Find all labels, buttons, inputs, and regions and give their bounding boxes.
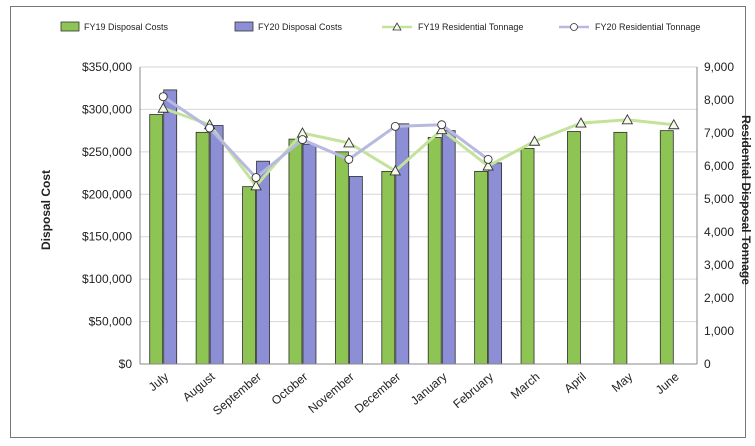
legend-label-fy20-disposal-costs: FY20 Disposal Costs [258,22,343,32]
y2-tick-label: 3,000 [704,258,734,272]
point-fy19-residential-tonnage [157,102,169,113]
legend: FY19 Disposal Costs FY20 Disposal Costs FY… [60,21,700,32]
y-tick-label: $300,000 [82,102,132,116]
point-fy19-residential-tonnage [528,135,541,146]
point-fy20-residential-tonnage [390,121,400,131]
x-tick-label: September [210,370,264,418]
y-axis-title: Disposal Cost [39,170,53,250]
bar-fy19-disposal-costs [381,170,396,365]
point-fy20-residential-tonnage [437,120,447,130]
bar-fy20-disposal-costs [441,130,456,365]
x-tick-label: February [450,370,496,412]
bar-fy19-disposal-costs [659,130,674,365]
x-tick-label: January [408,370,450,408]
gridlines [140,66,697,323]
bar-fy20-disposal-costs [256,160,270,365]
x-tick-label: November [305,370,356,416]
line-fy20-residential-tonnage [162,95,490,180]
y-tick-label: $150,000 [82,230,132,244]
bar-fy19-disposal-costs [427,137,442,365]
bar-fy20-disposal-costs [302,143,317,365]
y2-axis-title: Residential Disposal Tonnage [739,115,753,285]
x-tick-label: August [180,369,218,404]
y-tick-label: $250,000 [82,145,132,159]
point-fy20-residential-tonnage [251,173,261,183]
line-fy19-residential-tonnage [162,106,674,189]
legend-swatch-fy19-disposal-costs [60,21,80,32]
bar-fy19-disposal-costs [567,131,581,365]
y2-tick-label: 1,000 [704,324,734,338]
bar-fy19-disposal-costs [242,186,256,365]
x-tick-label: April [561,370,588,396]
bar-fy19-disposal-costs [520,148,535,365]
legend-label-fy20-residential-tonnage: FY20 Residential Tonnage [595,22,700,32]
point-fy19-residential-tonnage [482,160,494,171]
bars [149,89,674,365]
bar-fy19-disposal-costs [474,170,489,365]
point-fy20-residential-tonnage [344,154,354,164]
y2-tick-label: 5,000 [704,192,734,206]
x-tick-label: March [508,370,543,402]
point-fy19-residential-tonnage [343,136,355,148]
point-fy19-residential-tonnage [668,118,680,130]
bar-fy20-disposal-costs [209,125,224,365]
point-fy19-residential-tonnage [250,179,262,191]
legend-label-fy19-disposal-costs: FY19 Disposal Costs [84,22,169,32]
y2-tick-label: 7,000 [704,126,734,140]
bar-fy19-disposal-costs [613,131,628,365]
y-tick-label: $50,000 [89,315,133,329]
y2-tick-label: 8,000 [704,93,734,107]
legend-marker-icon [392,22,402,31]
y2-tick-label: 9,000 [704,60,734,74]
bar-fy20-disposal-costs [163,89,178,365]
y2-tick-label: 6,000 [704,159,734,173]
series-lines [157,92,680,191]
bar-fy19-disposal-costs [288,138,303,365]
bar-fy20-disposal-costs [488,162,503,365]
point-fy19-residential-tonnage [621,113,634,125]
y-tick-label: $350,000 [82,60,132,74]
y2-tick-label: 0 [704,357,711,371]
point-fy20-residential-tonnage [298,135,307,145]
bar-fy19-disposal-costs [334,151,349,365]
y2-tick-label: 4,000 [704,225,734,239]
point-fy19-residential-tonnage [575,117,587,128]
y-tick-label: $0 [119,357,133,371]
y-tick-label: $100,000 [82,272,132,286]
point-fy20-residential-tonnage [158,92,168,102]
x-tick-label: May [609,370,635,395]
point-fy20-residential-tonnage [205,123,215,133]
bar-fy19-disposal-costs [195,131,210,365]
bar-fy20-disposal-costs [348,176,363,365]
x-tick-label: June [653,369,682,397]
y2-tick-label: 2,000 [704,291,734,305]
bar-fy19-disposal-costs [149,114,164,365]
legend-marker-icon [570,23,578,31]
x-tick-label: December [352,370,403,416]
x-tick-label: October [269,370,311,408]
x-tick-label: July [146,370,171,394]
legend-swatch-fy20-disposal-costs [234,21,254,32]
point-fy20-residential-tonnage [483,154,493,164]
legend-label-fy19-residential-tonnage: FY19 Residential Tonnage [418,22,523,32]
point-fy19-residential-tonnage [389,165,402,176]
y-tick-label: $200,000 [82,187,132,201]
